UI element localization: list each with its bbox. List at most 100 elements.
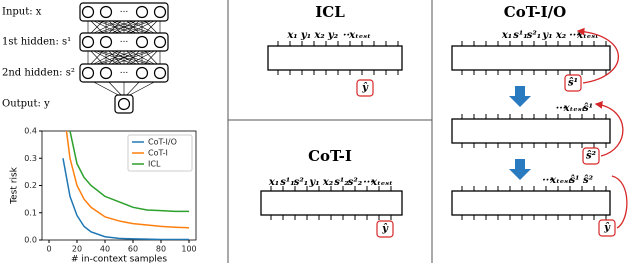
- x-tick-label: 20: [72, 245, 82, 254]
- transformer-box: [260, 190, 403, 216]
- panel-title: CoT-I: [308, 147, 352, 165]
- token: ŝ¹: [569, 175, 579, 186]
- y-tick-label: 0.0: [24, 236, 37, 245]
- token: x₂: [555, 30, 567, 41]
- panel-title: CoT-I/O: [504, 3, 566, 21]
- y-tick-label: 0.1: [24, 208, 37, 217]
- output-token: ŝ¹: [568, 78, 578, 89]
- neuron: [99, 5, 113, 19]
- x-tick-label: 60: [128, 245, 138, 254]
- y-tick-label: 0.4: [24, 127, 37, 136]
- neuron: [153, 35, 167, 49]
- transformer-box: [451, 45, 611, 71]
- token: ŝ¹: [583, 103, 593, 114]
- token: ··: [343, 30, 350, 41]
- legend-box: [127, 134, 193, 172]
- token: y₁: [300, 30, 311, 41]
- layer-label: Input: x: [2, 7, 42, 18]
- neuron: [99, 35, 113, 49]
- output-box: [598, 219, 616, 237]
- series-line: [69, 131, 189, 213]
- token-sequence: x₁ y₁ x₂ y₂ ··xₜₑₛₜ: [286, 30, 371, 41]
- token: s²₁: [294, 177, 308, 188]
- neuron: [81, 5, 95, 19]
- layer-label: Output: y: [2, 99, 50, 110]
- token: x₁: [268, 177, 279, 188]
- layer-label: 2nd hidden: s²: [2, 68, 75, 79]
- token: x₂: [322, 177, 334, 188]
- output-token: ŝ²: [586, 151, 597, 162]
- output-token: ŷ: [381, 224, 389, 235]
- x-tick-label: 80: [156, 245, 166, 254]
- y-tick-label: 0.3: [24, 154, 37, 163]
- neuron: [135, 66, 149, 80]
- x-tick-label: 100: [181, 245, 196, 254]
- output-box: [564, 74, 582, 92]
- output-box: [356, 79, 374, 97]
- token-sequence: x₁s¹₁s²₁y₁ x₂s¹₂s²₂···xₜₑₛₜ: [268, 177, 393, 188]
- neuron: [153, 66, 167, 80]
- legend-label: ICL: [148, 160, 161, 169]
- token: xₜₑₛₜ: [549, 175, 572, 186]
- token-sequence: ···xₜₑₛₜŝ¹ ŝ²: [542, 175, 593, 186]
- neuron: [135, 35, 149, 49]
- y-tick-label: 0.2: [24, 181, 37, 190]
- output-box: [376, 220, 394, 238]
- token: ···: [363, 177, 373, 188]
- x-tick-label: 0: [46, 245, 51, 254]
- feedback-arrow: [611, 175, 628, 229]
- token: x₂: [313, 30, 325, 41]
- flow-arrow: [509, 86, 531, 107]
- output-token: ŷ: [361, 83, 369, 94]
- ellipsis: ···: [120, 69, 129, 79]
- transformer-box: [267, 45, 403, 71]
- layer-label: 1st hidden: s¹: [2, 37, 71, 48]
- legend-label: CoT-I: [148, 149, 168, 158]
- legend-label: CoT-I/O: [148, 138, 177, 147]
- token: ŝ²: [583, 175, 594, 186]
- output-token: ŷ: [603, 223, 611, 234]
- feedback-arrow: [594, 101, 624, 157]
- neuron: [117, 97, 131, 111]
- neuron: [81, 66, 95, 80]
- plot-area: [62, 131, 190, 240]
- neuron: [153, 5, 167, 19]
- token: xₜₑₛₜ: [370, 177, 393, 188]
- token: s¹₁: [280, 177, 294, 188]
- neuron: [99, 66, 113, 80]
- token: ···: [556, 103, 566, 114]
- series-line: [65, 131, 190, 229]
- neuron: [81, 35, 95, 49]
- token: x₁: [286, 30, 297, 41]
- transformer-box: [451, 190, 611, 216]
- feedback-arrow: [576, 27, 620, 84]
- ellipsis: ···: [120, 8, 129, 18]
- token: ···: [569, 30, 579, 41]
- x-tick-label: 40: [100, 245, 110, 254]
- token-sequence: x₁s¹₁s²₁y₁ x₂ ···xₜₑₛₜ: [501, 30, 599, 41]
- token: y₁: [308, 177, 319, 188]
- y-axis-label: Test risk: [10, 166, 20, 204]
- token: ···: [542, 175, 552, 186]
- series-line: [62, 158, 189, 240]
- neuron: [135, 5, 149, 19]
- token: y₁: [541, 30, 552, 41]
- chart: 0.0 0.1 0.2 0.3 0.4 0 20 40 60 80 100 # in-context …: [10, 127, 197, 263]
- network: ··· ··· ··· Input: x 1st hidden: s¹ 2nd hidde…: [2, 2, 169, 114]
- token: xₜₑₛₜ: [576, 30, 599, 41]
- output-box: [582, 147, 600, 165]
- token: s¹₂: [334, 177, 349, 188]
- x-axis-label: # in-context samples: [71, 255, 167, 263]
- token: xₜₑₛₜ: [348, 30, 371, 41]
- flow-arrow: [509, 159, 531, 180]
- token: s²₂: [348, 177, 363, 188]
- token: s¹₁: [513, 30, 527, 41]
- token: y₂: [327, 30, 339, 41]
- panel-title: ICL: [315, 3, 345, 21]
- transformer-box: [451, 118, 611, 144]
- token-sequence: ···xₜₑₛₜŝ¹: [556, 103, 593, 114]
- ellipsis: ···: [120, 38, 129, 48]
- token: xₜₑₛₜ: [563, 103, 586, 114]
